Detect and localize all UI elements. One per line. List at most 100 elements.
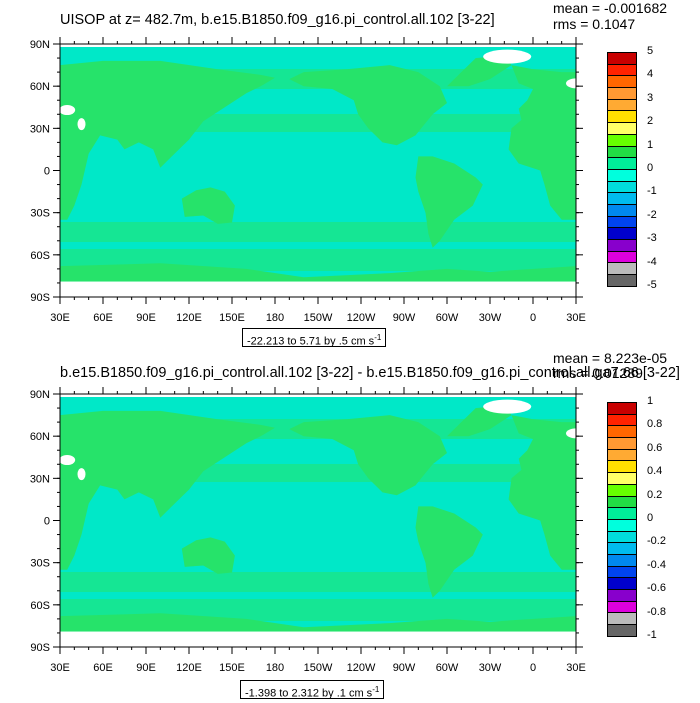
colorbar-label: 3 <box>647 91 654 104</box>
colorbar-label: 5 <box>647 45 654 57</box>
colorbar-swatch <box>607 63 637 76</box>
x-tick-label: 90E <box>136 662 156 674</box>
x-tick-label: 30E <box>50 312 70 324</box>
colorbar-swatch <box>607 495 637 508</box>
field-band <box>60 419 576 439</box>
contour-range-box: -1.398 to 2.312 by .1 cm s-1 <box>240 680 385 700</box>
colorbar-label: -5 <box>647 279 657 291</box>
field-region <box>508 65 576 220</box>
y-tick-label: 90N <box>30 389 50 401</box>
colorbar-swatch <box>607 133 637 146</box>
colorbar-label: 1 <box>647 138 654 151</box>
x-tick-label: 30E <box>566 662 586 674</box>
contour-range-unit-exponent: -1 <box>374 333 382 342</box>
field-region <box>181 187 235 224</box>
panel-title: b.e15.B1850.f09_g16.pi_control.all.102 [… <box>60 365 680 381</box>
contour-range-box: -22.213 to 5.71 by .5 cm s-1 <box>242 328 387 348</box>
field-band <box>60 249 576 271</box>
x-tick-label: 90W <box>393 662 416 674</box>
colorbar-swatch <box>607 600 637 613</box>
colorbar-label: -0.6 <box>647 582 666 595</box>
colorbar <box>607 402 637 637</box>
colorbar-label: -1 <box>647 185 657 198</box>
colorbar-label: -3 <box>647 232 657 245</box>
colorbar-swatch <box>607 425 637 438</box>
missing-region <box>60 281 576 297</box>
y-tick-label: 90N <box>30 39 50 51</box>
field-band <box>60 69 576 89</box>
colorbar-swatch <box>607 542 637 554</box>
colorbar-swatch <box>607 145 637 158</box>
missing-region <box>60 394 576 397</box>
x-tick-label: 120W <box>347 312 376 324</box>
missing-region <box>59 105 76 116</box>
colorbar-label: 2 <box>647 115 654 128</box>
colorbar-swatch <box>607 250 637 263</box>
missing-region <box>483 399 532 414</box>
y-tick-label: 60N <box>30 431 50 443</box>
colorbar-swatch <box>607 75 637 88</box>
y-tick-label: 60N <box>30 81 50 93</box>
x-tick-label: 150W <box>304 312 333 324</box>
panel-title: UISOP at z= 482.7m, b.e15.B1850.f09_g16.… <box>60 12 495 28</box>
y-tick-label: 90S <box>30 292 50 304</box>
x-tick-label: 30E <box>50 662 70 674</box>
y-tick-label: 60S <box>30 250 50 262</box>
colorbar-swatch <box>607 577 637 589</box>
colorbar-swatch <box>607 460 637 473</box>
mean-stat: mean = 8.223e-05 <box>553 350 668 366</box>
x-tick-label: 30E <box>566 312 586 324</box>
colorbar-swatch <box>607 52 637 64</box>
x-tick-label: 90E <box>136 312 156 324</box>
colorbar-label: 0.2 <box>647 488 663 501</box>
x-tick-label: 30W <box>479 312 502 324</box>
missing-region <box>77 468 86 481</box>
x-tick-label: 60E <box>93 662 113 674</box>
field-region <box>60 60 275 220</box>
colorbar-swatch <box>607 110 637 123</box>
field-region <box>508 415 576 570</box>
panel-top: UISOP at z= 482.7m, b.e15.B1850.f09_g16.… <box>0 0 700 350</box>
colorbar-swatch <box>607 530 637 543</box>
colorbar-swatch <box>607 413 637 426</box>
colorbar-label: 0.4 <box>647 465 663 478</box>
missing-region <box>60 44 576 47</box>
colorbar-swatch <box>607 472 637 484</box>
colorbar-swatch <box>607 448 637 461</box>
field-band <box>60 599 576 621</box>
x-tick-label: 120E <box>176 662 202 674</box>
x-tick-label: 150E <box>219 662 245 674</box>
x-tick-label: 60W <box>436 312 459 324</box>
missing-region <box>59 455 76 466</box>
panel-bottom: b.e15.B1850.f09_g16.pi_control.all.102 [… <box>0 350 700 700</box>
colorbar-label: -0.8 <box>647 605 666 618</box>
y-tick-label: 30S <box>30 208 50 220</box>
colorbar-swatch <box>607 437 637 449</box>
colorbar-swatch <box>607 612 637 625</box>
y-tick-label: 0 <box>44 166 50 178</box>
colorbar-swatch <box>607 215 637 228</box>
field-band <box>60 464 576 482</box>
colorbar-swatch <box>607 203 637 216</box>
colorbar-swatch <box>607 518 637 531</box>
y-tick-label: 30N <box>30 123 50 135</box>
contour-range-text: -1.398 to 2.312 by .1 cm s <box>245 687 373 700</box>
y-tick-label: 30N <box>30 473 50 485</box>
x-tick-label: 0 <box>530 662 536 674</box>
y-tick-label: 0 <box>44 516 50 528</box>
colorbar-swatch <box>607 239 637 251</box>
x-tick-label: 90W <box>393 312 416 324</box>
field-region <box>181 537 235 574</box>
y-tick-label: 30S <box>30 558 50 570</box>
field-band <box>60 222 576 242</box>
contour-range-text: -22.213 to 5.71 by .5 cm s <box>247 335 375 348</box>
colorbar-swatch <box>607 227 637 239</box>
x-tick-label: 60W <box>436 662 459 674</box>
colorbar <box>607 52 637 287</box>
colorbar-swatch <box>607 483 637 496</box>
colorbar-label: -1 <box>647 629 657 641</box>
colorbar-label: 0.6 <box>647 441 663 454</box>
colorbar-swatch <box>607 262 637 275</box>
